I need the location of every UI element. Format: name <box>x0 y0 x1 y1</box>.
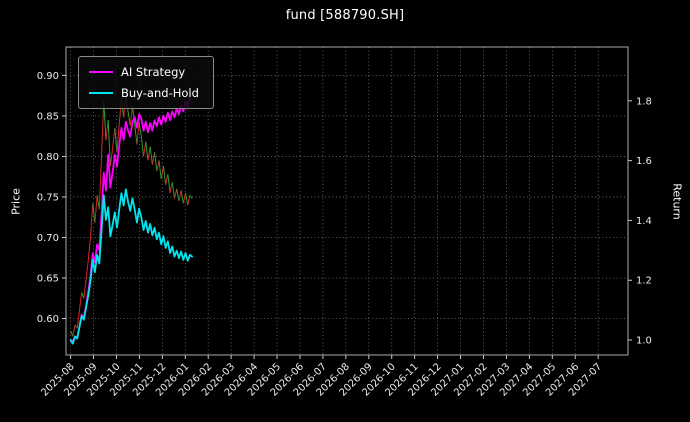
price-line-segment <box>158 160 162 180</box>
y-tick-label-return: 1.4 <box>636 216 652 227</box>
legend-item-ai-strategy: AI Strategy <box>89 65 199 79</box>
y-tick-label-price: 0.90 <box>37 71 59 82</box>
price-line-segment <box>147 146 151 161</box>
y-tick-label-return: 1.6 <box>636 156 652 167</box>
series-line-ai-strategy <box>69 92 194 343</box>
legend-swatch-buy-and-hold <box>89 92 113 94</box>
price-line-segment <box>98 156 103 210</box>
price-line-segment <box>114 128 118 153</box>
y-tick-label-return: 1.2 <box>636 276 652 287</box>
y-axis-label-return: Return <box>670 183 684 220</box>
price-line-segment <box>112 127 116 149</box>
price-line-segment <box>162 166 167 185</box>
price-line-segment <box>70 330 74 337</box>
price-line-segment <box>129 106 133 126</box>
price-line-segment <box>171 182 175 199</box>
plot-frame <box>65 46 629 356</box>
price-line-segment <box>94 195 98 223</box>
price-line-segment <box>180 190 184 204</box>
price-line-segment <box>109 148 114 167</box>
price-line-segment <box>78 292 83 311</box>
price-line-segment <box>167 174 171 193</box>
price-line-segment <box>169 182 173 193</box>
price-line-segment <box>173 188 178 199</box>
legend-label-buy-and-hold: Buy-and-Hold <box>121 86 199 100</box>
price-line-segment <box>178 190 182 202</box>
price-line-segment <box>138 122 142 137</box>
price-line-segment <box>185 192 189 206</box>
legend-swatch-ai-strategy <box>89 71 113 73</box>
price-line-segment <box>89 203 94 238</box>
price-line-segment <box>85 260 89 280</box>
price-line-segment <box>116 123 120 153</box>
price-line-segment <box>145 141 149 161</box>
price-line-segment <box>140 136 145 157</box>
price-line-segment <box>154 152 158 172</box>
legend-item-buy-and-hold: Buy-and-Hold <box>89 86 199 100</box>
y-tick-label-price: 0.70 <box>37 233 59 244</box>
y-tick-label-price: 0.60 <box>37 314 59 325</box>
price-line-segment <box>149 146 153 165</box>
price-line-segment <box>143 141 147 157</box>
price-line-segment <box>87 237 91 261</box>
price-line-segment <box>83 279 87 299</box>
price-line-segment <box>165 174 169 185</box>
y-axis-label-price: Price <box>9 188 23 215</box>
legend: AI Strategy Buy-and-Hold <box>78 56 214 109</box>
price-line-segment <box>189 195 193 199</box>
price-line-segment <box>101 101 105 157</box>
y-tick-label-return: 1.8 <box>636 96 652 107</box>
price-line-segment <box>131 106 136 125</box>
price-line-segment <box>72 324 76 337</box>
chart-title: fund [588790.SH] <box>285 8 405 23</box>
price-line-segment <box>151 152 156 165</box>
price-line-segment <box>156 160 160 172</box>
y-tick-label-return: 1.0 <box>636 336 652 347</box>
price-line-segment <box>92 203 96 223</box>
y-tick-label-price: 0.85 <box>37 111 59 122</box>
y-tick-label-price: 0.65 <box>37 274 59 285</box>
price-line-segment <box>134 123 138 145</box>
y-tick-label-price: 0.75 <box>37 192 59 203</box>
price-line-segment <box>127 111 131 126</box>
series-line-buy-and-hold <box>69 188 194 345</box>
price-line-segment <box>182 192 187 204</box>
price-line-segment <box>160 166 164 180</box>
y-tick-label-price: 0.80 <box>37 152 59 163</box>
legend-label-ai-strategy: AI Strategy <box>121 65 186 79</box>
price-line-segment <box>76 310 80 329</box>
price-line-segment <box>176 188 180 202</box>
price-line-segment <box>105 119 109 141</box>
price-line-segment <box>136 122 140 145</box>
price-line-segment <box>187 195 191 206</box>
price-line-segment <box>107 119 111 167</box>
